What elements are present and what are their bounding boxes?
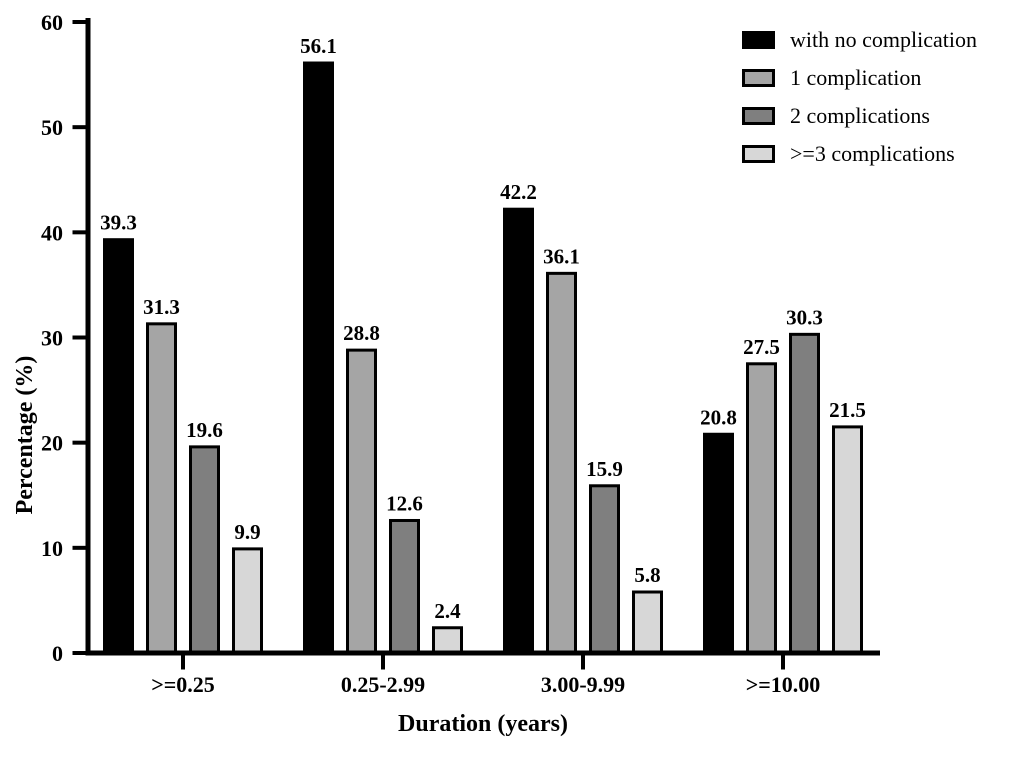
bar-series4-group2 — [432, 626, 463, 655]
y-tick-label: 30 — [41, 326, 63, 351]
bar-series1-group4 — [703, 432, 734, 655]
bar-series4-group3 — [632, 590, 663, 655]
legend-swatch-no-complication — [742, 30, 775, 49]
bar-value-label: 12.6 — [386, 491, 423, 515]
bar-value-label: 21.5 — [829, 398, 866, 422]
x-tick-label-group2: 0.25-2.99 — [341, 672, 425, 697]
legend-item-1-complication: 1 complication — [742, 66, 977, 89]
bar-series2-group1 — [146, 322, 177, 655]
bar-value-label: 15.9 — [586, 457, 623, 481]
legend-item-no-complication: with no complication — [742, 28, 977, 51]
legend-swatch-2-complications — [742, 106, 775, 125]
x-tick-label-group4: >=10.00 — [746, 672, 821, 697]
x-tick-label-group1: >=0.25 — [151, 672, 215, 697]
bar-series1-group2 — [303, 61, 334, 655]
y-tick-label: 40 — [41, 220, 63, 245]
legend-label-3plus-complications: >=3 complications — [790, 141, 955, 166]
legend-item-2-complications: 2 complications — [742, 104, 977, 127]
y-axis-title: Percentage (%) — [12, 356, 38, 515]
y-tick-label: 10 — [41, 536, 63, 561]
y-tick-label: 20 — [41, 431, 63, 456]
bar-series3-group3 — [589, 484, 620, 655]
x-axis-title: Duration (years) — [398, 711, 568, 737]
bar-value-label: 42.2 — [500, 180, 537, 204]
bar-series3-group1 — [189, 445, 220, 655]
legend-label-2-complications: 2 complications — [790, 103, 930, 128]
bar-value-label: 9.9 — [234, 520, 260, 544]
bar-value-label: 31.3 — [143, 295, 180, 319]
bar-value-label: 39.3 — [100, 211, 137, 235]
bar-value-label: 30.3 — [786, 305, 823, 329]
bar-series3-group4 — [789, 332, 820, 655]
bar-value-label: 20.8 — [700, 405, 737, 429]
legend-label-1-complication: 1 complication — [790, 65, 922, 90]
bar-series4-group4 — [832, 425, 863, 655]
bar-value-label: 56.1 — [300, 34, 337, 58]
legend-swatch-3plus-complications — [742, 144, 775, 163]
y-tick-label: 60 — [41, 10, 63, 35]
bar-series1-group3 — [503, 207, 534, 655]
bar-series3-group2 — [389, 518, 420, 655]
bar-value-label: 19.6 — [186, 418, 223, 442]
bar-series2-group4 — [746, 362, 777, 655]
chart-legend: with no complication 1 complication 2 co… — [742, 28, 977, 180]
bar-value-label: 27.5 — [743, 335, 780, 359]
bar-series2-group3 — [546, 271, 577, 655]
bar-series2-group2 — [346, 348, 377, 655]
y-tick-label: 50 — [41, 115, 63, 140]
x-tick-label-group3: 3.00-9.99 — [541, 672, 625, 697]
bar-value-label: 2.4 — [434, 599, 461, 623]
bar-value-label: 5.8 — [634, 563, 660, 587]
legend-item-3plus-complications: >=3 complications — [742, 142, 977, 165]
bar-value-label: 28.8 — [343, 321, 380, 345]
y-tick-label: 0 — [52, 641, 63, 666]
bar-series1-group1 — [103, 238, 134, 655]
bar-value-label: 36.1 — [543, 244, 580, 268]
legend-label-no-complication: with no complication — [790, 27, 977, 52]
legend-swatch-1-complication — [742, 68, 775, 87]
bar-series4-group1 — [232, 547, 263, 655]
